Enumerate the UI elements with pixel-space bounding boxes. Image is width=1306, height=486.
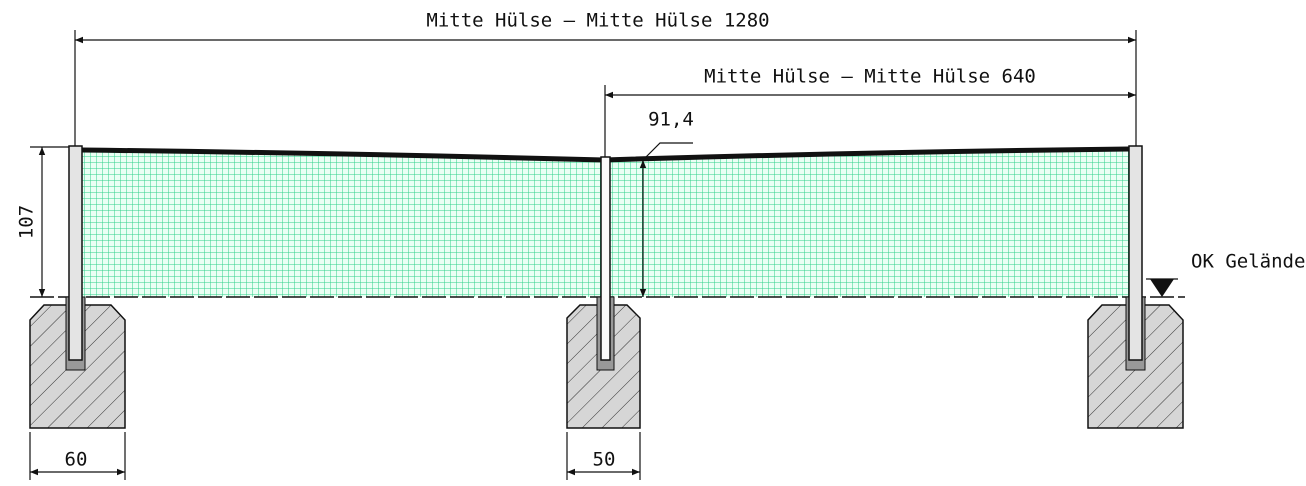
post: [1128, 145, 1143, 361]
dimension-text: 107: [16, 205, 38, 239]
post: [68, 145, 83, 361]
post: [600, 156, 611, 361]
ground-text: OK Gelände: [1191, 251, 1305, 273]
dimension-text: 91,4: [648, 109, 694, 131]
dimension-text: 60: [65, 449, 88, 471]
dimension-text: Mitte Hülse – Mitte Hülse 1280: [426, 10, 769, 32]
ground-marker: [1150, 279, 1174, 297]
dimension-text: 50: [593, 449, 616, 471]
dimension-text: Mitte Hülse – Mitte Hülse 640: [704, 66, 1036, 88]
leader-line: [642, 142, 693, 161]
